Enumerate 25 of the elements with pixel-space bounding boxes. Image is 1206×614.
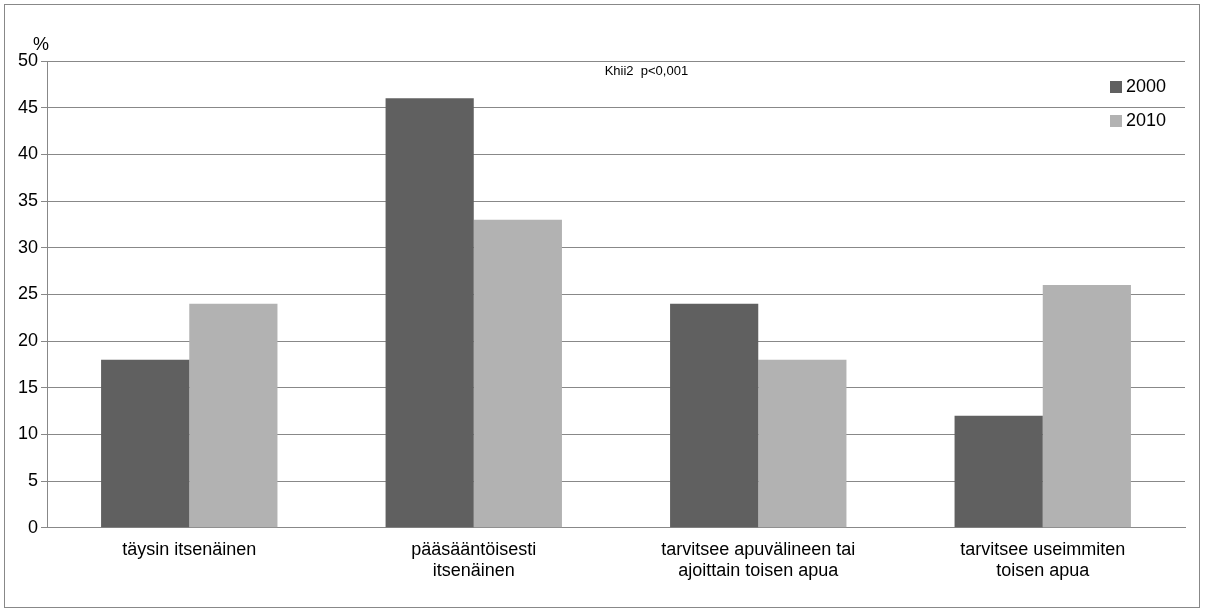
bar — [385, 98, 474, 528]
bar — [189, 303, 278, 528]
bar — [954, 415, 1043, 528]
y-tick-label: 0 — [28, 516, 39, 537]
bar — [670, 303, 759, 528]
y-tick-label: 5 — [28, 470, 39, 491]
y-tick-label: 45 — [17, 96, 39, 117]
bar — [473, 219, 562, 528]
x-tick-label: tarvitsee apuvälineen tai ajoittain toisen apua — [661, 538, 856, 581]
y-tick-label: 40 — [17, 143, 39, 164]
legend-label: 2000 — [1126, 75, 1167, 96]
bar — [758, 359, 847, 528]
y-tick-label: 35 — [17, 190, 39, 211]
x-tick-label: pääsääntöisesti itsenäinen — [411, 538, 537, 581]
annotation: Khii2 p<0,001 — [604, 62, 689, 78]
y-tick-label: 20 — [17, 330, 39, 351]
y-tick-label: 10 — [17, 423, 39, 444]
y-tick-label: 25 — [17, 283, 39, 304]
bar — [101, 359, 190, 528]
x-tick-label: täysin itsenäinen — [122, 538, 257, 559]
legend-label: 2010 — [1126, 109, 1167, 130]
x-tick-label: tarvitsee useimmiten toisen apua — [960, 538, 1126, 581]
y-tick-label: 30 — [17, 236, 39, 257]
bar — [1042, 285, 1131, 528]
y-tick-label: 15 — [17, 376, 39, 397]
